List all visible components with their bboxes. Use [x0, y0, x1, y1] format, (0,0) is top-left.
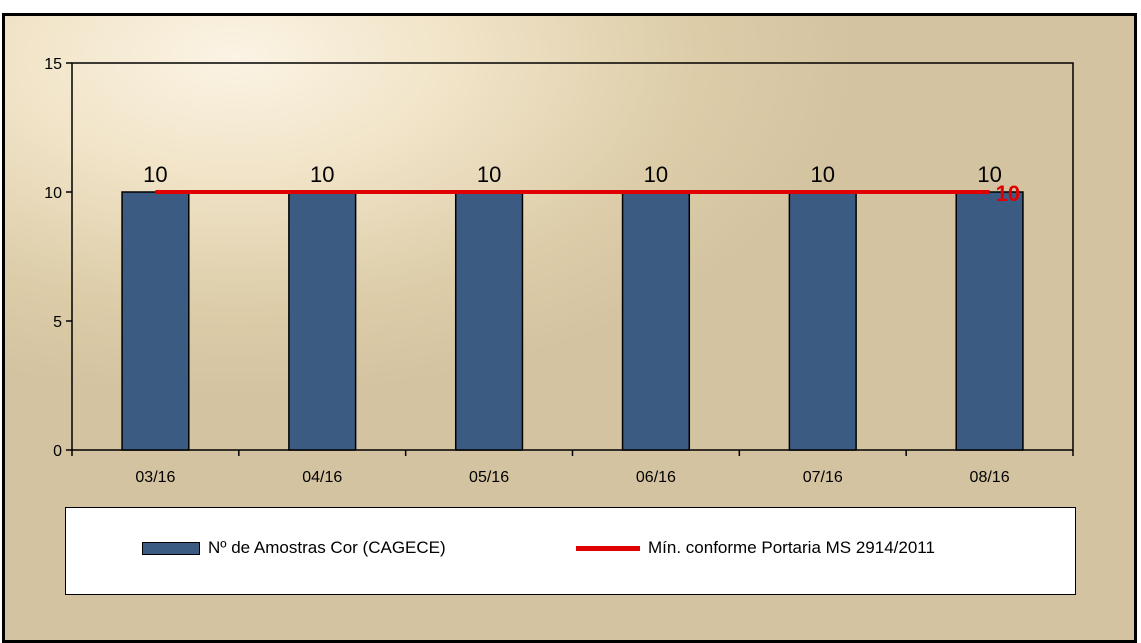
legend-item-line: Mín. conforme Portaria MS 2914/2011 [576, 538, 935, 558]
bar-07-16 [788, 191, 857, 451]
y-tick-label: 15 [44, 56, 62, 73]
x-tick-label: 06/16 [636, 469, 676, 486]
legend-item-bars: Nº de Amostras Cor (CAGECE) [142, 538, 446, 558]
bar-04-16 [288, 191, 357, 451]
x-tick-label: 05/16 [469, 469, 509, 486]
y-tick-label: 5 [53, 314, 62, 331]
x-tick-label: 03/16 [135, 469, 175, 486]
y-tick-label: 10 [44, 185, 62, 202]
legend-line-label: Mín. conforme Portaria MS 2914/2011 [648, 538, 935, 557]
minimum-line-label: 10 [996, 181, 1020, 206]
chart-legend: Nº de Amostras Cor (CAGECE) Mín. conform… [65, 507, 1076, 595]
y-tick-label: 0 [53, 443, 62, 460]
x-tick-label: 04/16 [302, 469, 342, 486]
bar-08-16 [955, 191, 1024, 451]
bar-data-label: 10 [310, 162, 334, 187]
legend-bar-swatch [142, 541, 200, 555]
bar-data-label: 10 [143, 162, 167, 187]
bar-data-label: 10 [644, 162, 668, 187]
chart-frame: 0 5 10 15 10 03/16 10 04/16 10 05/16 10 06/16 10 07/1… [2, 13, 1137, 643]
legend-line-swatch [576, 545, 640, 551]
legend-bar-label: Nº de Amostras Cor (CAGECE) [208, 538, 446, 557]
bar-data-label: 10 [477, 162, 501, 187]
bar-03-16 [121, 191, 190, 451]
x-tick-label: 08/16 [970, 469, 1010, 486]
bar-data-label: 10 [811, 162, 835, 187]
bar-data-label: 10 [977, 162, 1001, 187]
x-tick-label: 07/16 [803, 469, 843, 486]
plot-area [71, 62, 1074, 451]
bar-06-16 [621, 191, 691, 451]
bar-05-16 [454, 191, 524, 451]
bar-line-chart: 0 5 10 15 10 03/16 10 04/16 10 05/16 10 06/16 10 07/1… [44, 56, 1074, 486]
